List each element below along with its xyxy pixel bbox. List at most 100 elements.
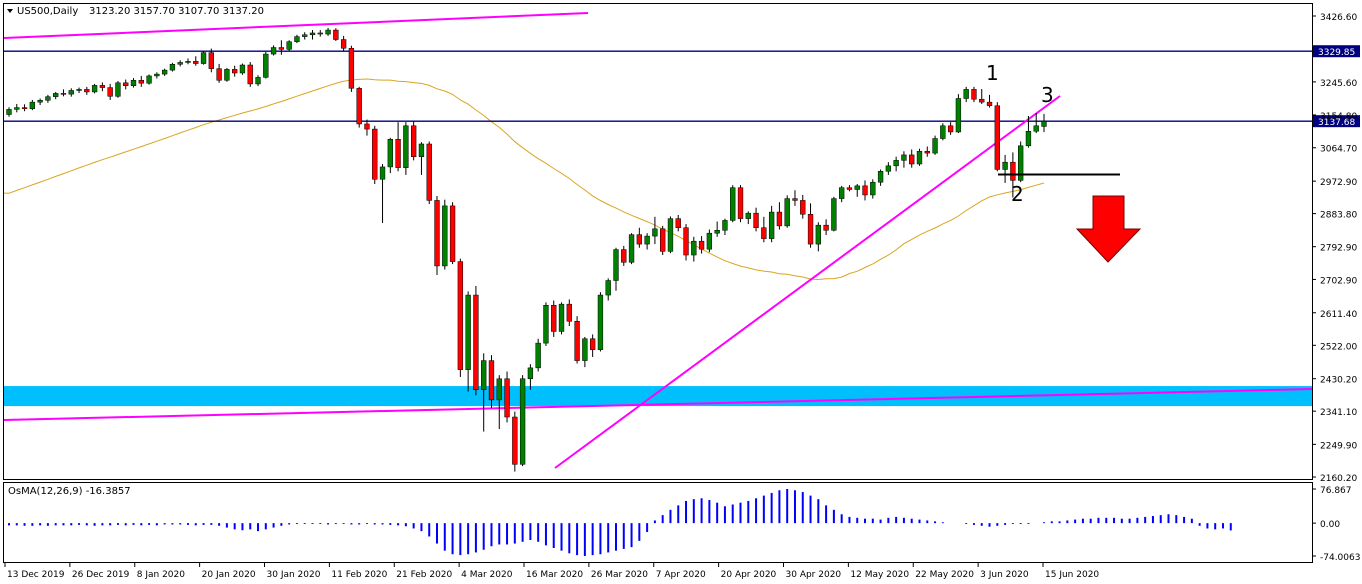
upper-channel-line [3, 12, 589, 39]
indicator-panel-frame [3, 482, 1313, 563]
candle-body [14, 107, 20, 110]
price-tick-label: 3245.60 [1320, 79, 1357, 89]
candle-body [776, 211, 783, 227]
price-axis: 3426.60 3245.60 3154.80 3064.70 2972.90 2883.… [1312, 13, 1357, 484]
candle-body [979, 98, 985, 103]
candle-body [68, 90, 74, 95]
candle-body [465, 294, 471, 370]
candle-body [652, 228, 658, 237]
candle-body [410, 125, 417, 157]
candle-body [1033, 125, 1039, 132]
candle-body [255, 77, 261, 85]
wave-label-2: 2 [1011, 182, 1024, 206]
candle-body [877, 171, 884, 183]
candle-body [60, 93, 67, 95]
candle-body [364, 123, 370, 130]
date-tick-label: 16 Mar 2020 [526, 570, 583, 580]
candle-body [831, 198, 837, 231]
rising-trendline [554, 95, 1061, 469]
candle-body [753, 212, 759, 228]
candle-body [862, 185, 868, 196]
candle-body [403, 125, 409, 168]
date-tick-label: 4 Mar 2020 [461, 570, 513, 580]
candle-body [1002, 161, 1008, 170]
candle-body [99, 85, 106, 88]
candle-body [457, 261, 464, 370]
candle-body [161, 69, 168, 75]
candle-body [901, 154, 907, 161]
candle-body [348, 48, 355, 89]
candle-body [675, 218, 681, 228]
level-tag-label: 3329.85 [1318, 48, 1355, 58]
lower-channel-line [3, 388, 1313, 421]
candle-body [543, 305, 549, 344]
candle-body [745, 212, 751, 219]
candle-body [870, 181, 876, 196]
date-tick-label: 13 Dec 2019 [7, 570, 65, 580]
osma-tick-label: 76.867 [1320, 486, 1352, 496]
ohlc-label: 3123.20 3157.70 3107.70 3137.20 [89, 6, 264, 17]
candle-body [1025, 131, 1032, 147]
level-tag [1313, 115, 1360, 128]
candle-body [278, 47, 285, 50]
candle-body [6, 109, 12, 115]
candle-body [628, 234, 635, 263]
candle-body [130, 80, 137, 86]
symbol-dropdown-icon[interactable] [7, 9, 13, 13]
symbol-label: US500,Daily [17, 6, 78, 17]
candle-body [138, 80, 144, 84]
candle-body [53, 93, 59, 97]
candle-body [200, 52, 207, 64]
main-panel-frame [3, 3, 1313, 480]
candle-body [932, 138, 938, 154]
candle-body [29, 101, 36, 109]
date-tick-label: 15 Jun 2020 [1045, 570, 1099, 580]
candle-body [768, 211, 775, 239]
candle-body [558, 303, 565, 332]
candle-body [644, 235, 650, 245]
candle-body [496, 378, 502, 401]
candle-body [247, 64, 253, 85]
price-tick-label: 3154.80 [1320, 112, 1357, 122]
candle-body [239, 64, 246, 74]
candle-body [597, 294, 604, 350]
candle-body [193, 61, 199, 64]
candle-body [839, 187, 845, 199]
candle-body [971, 89, 977, 100]
candle-body [621, 249, 627, 263]
down-arrow-icon [1075, 195, 1142, 263]
candle-body [660, 228, 666, 252]
date-tick-label: 3 Jun 2020 [980, 570, 1029, 580]
candles [6, 27, 1047, 472]
osma-tick-label: -74.0063 [1320, 553, 1360, 563]
moving-average [3, 78, 1045, 281]
level-tag-label: 3137.68 [1318, 118, 1355, 128]
price-tick-label: 2249.90 [1320, 441, 1357, 451]
candle-body [605, 280, 611, 296]
moving-average-line [3, 78, 1045, 281]
candle-body [823, 224, 829, 231]
price-tick-label: 2522.00 [1320, 342, 1357, 352]
candle-body [566, 303, 572, 322]
candle-body [519, 378, 526, 465]
candle-body [551, 305, 557, 332]
candle-body [698, 240, 705, 250]
candle-body [309, 32, 316, 36]
candle-body [792, 198, 798, 201]
price-tick-label: 2702.90 [1320, 276, 1357, 286]
candle-body [1017, 145, 1024, 181]
candle-body [91, 85, 98, 93]
candle-body [426, 143, 432, 201]
candle-body [84, 89, 90, 93]
candle-body [115, 82, 121, 97]
candle-body [706, 232, 713, 250]
candle-body [302, 34, 308, 37]
wave-label-3: 3 [1041, 83, 1054, 107]
candle-body [986, 101, 993, 107]
candle-body [613, 249, 619, 281]
osma-histogram [8, 489, 1232, 556]
candle-body [481, 360, 487, 390]
candle-body [683, 227, 689, 256]
candle-body [940, 125, 946, 139]
